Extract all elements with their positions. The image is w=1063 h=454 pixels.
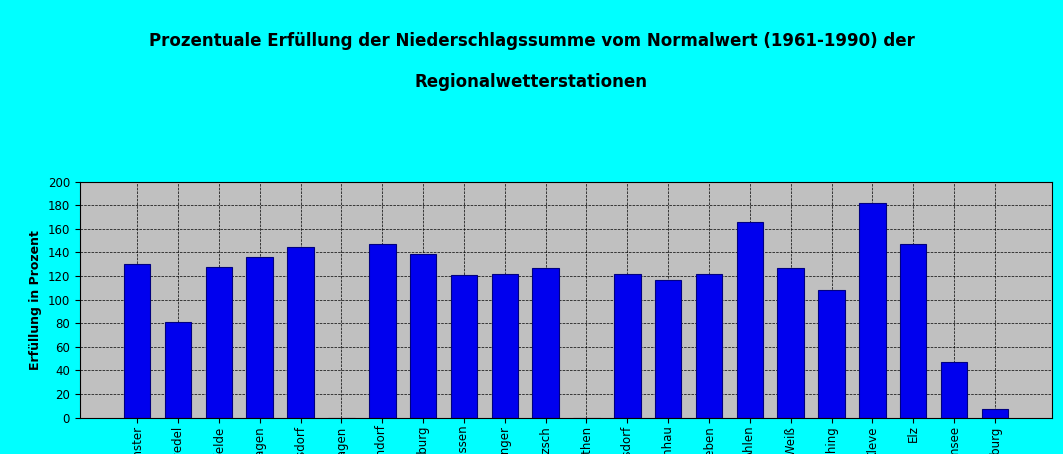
Bar — [859, 203, 885, 418]
Bar — [777, 268, 804, 418]
Bar — [819, 290, 845, 418]
Text: Prozentuale Erfüllung der Niederschlagssumme vom Normalwert (1961-1990) der: Prozentuale Erfüllung der Niederschlagss… — [149, 32, 914, 50]
Bar — [205, 266, 232, 418]
Bar — [533, 268, 559, 418]
Bar — [655, 280, 681, 418]
Bar — [614, 274, 641, 418]
Bar — [941, 362, 967, 418]
Bar — [165, 322, 191, 418]
Y-axis label: Erfüllung in Prozent: Erfüllung in Prozent — [29, 230, 43, 370]
Bar — [491, 274, 518, 418]
Bar — [124, 264, 151, 418]
Text: Regionalwetterstationen: Regionalwetterstationen — [415, 73, 648, 91]
Bar — [981, 410, 1008, 418]
Bar — [287, 247, 314, 418]
Bar — [695, 274, 722, 418]
Bar — [900, 244, 927, 418]
Bar — [369, 244, 395, 418]
Bar — [451, 275, 477, 418]
Bar — [410, 254, 437, 418]
Bar — [737, 222, 763, 418]
Bar — [247, 257, 273, 418]
